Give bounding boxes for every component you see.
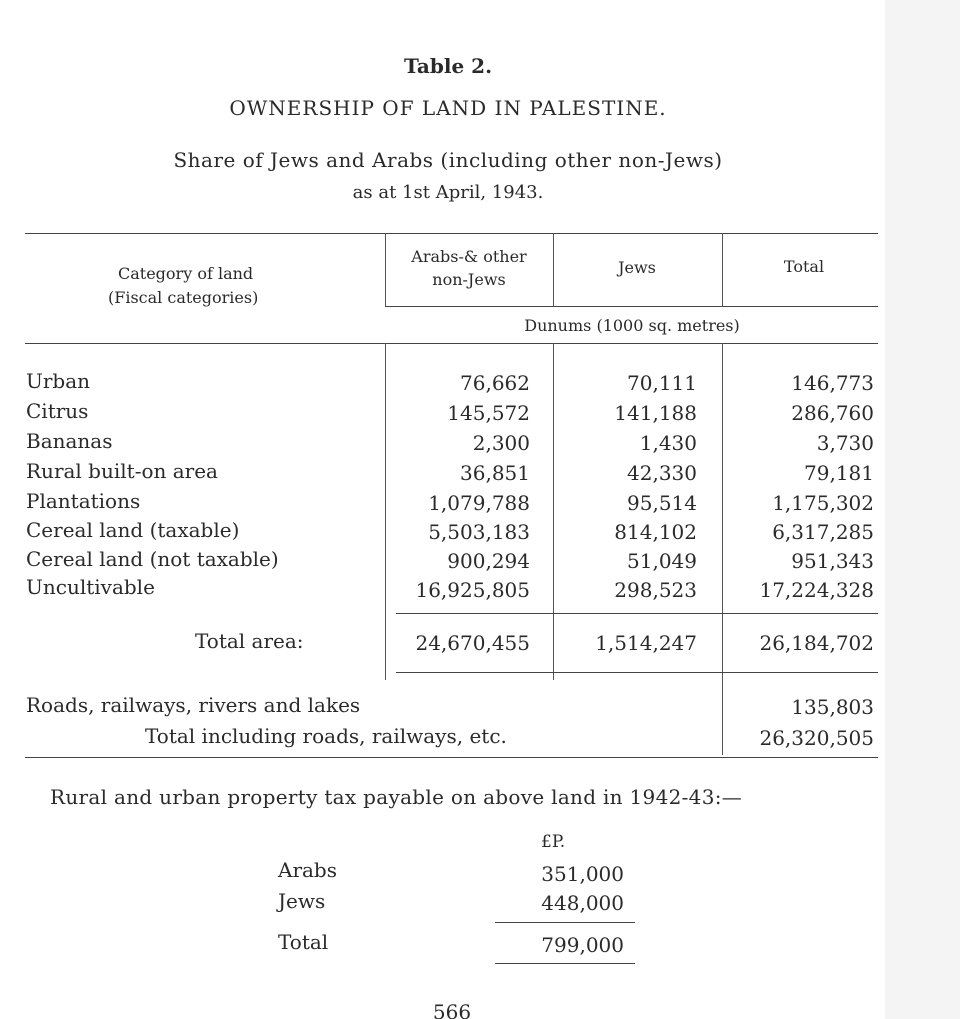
total-area-label: Total area: <box>195 629 304 653</box>
tax-currency: £P. <box>541 832 566 852</box>
table-top-rule <box>25 233 878 234</box>
tax-total-value: 799,000 <box>541 933 624 957</box>
cell-jews: 42,330 <box>627 461 697 485</box>
subtitle-line2: as at 1st April, 1943. <box>352 182 544 203</box>
row-label: Cereal land (not taxable) <box>26 547 279 571</box>
roads-total: 135,803 <box>791 695 874 719</box>
cell-total: 6,317,285 <box>772 520 874 544</box>
cell-total: 951,343 <box>791 549 874 573</box>
tax-total-label: Total <box>278 930 329 954</box>
cell-jews: 1,430 <box>639 431 697 455</box>
cell-jews: 70,111 <box>627 371 697 395</box>
header-total: Total <box>783 257 825 276</box>
tax-total-rule <box>495 963 635 964</box>
grand-total-label: Total including roads, railways, etc. <box>145 724 507 748</box>
subtitle-line1: Share of Jews and Arabs (including other… <box>173 148 723 172</box>
cell-arabs: 145,572 <box>447 401 530 425</box>
header-rule <box>385 306 878 307</box>
cell-arabs: 36,851 <box>460 461 530 485</box>
cell-jews: 51,049 <box>627 549 697 573</box>
roads-label: Roads, railways, rivers and lakes <box>26 693 361 717</box>
total-area-total: 26,184,702 <box>759 631 874 655</box>
grand-total-value: 26,320,505 <box>759 726 874 750</box>
cell-total: 17,224,328 <box>759 578 874 602</box>
table-bottom-rule <box>25 757 878 758</box>
header-arabs-line1: Arabs-& other <box>411 247 527 266</box>
total-area-arabs: 24,670,455 <box>415 631 530 655</box>
row-label: Plantations <box>26 489 141 513</box>
cell-total: 146,773 <box>791 371 874 395</box>
header-arabs-line2: non-Jews <box>432 270 506 289</box>
cell-jews: 298,523 <box>614 578 697 602</box>
col-divider <box>553 233 554 306</box>
subtotal-rule <box>396 672 878 673</box>
cell-total: 286,760 <box>791 401 874 425</box>
cell-total: 1,175,302 <box>772 491 874 515</box>
tax-label-jews: Jews <box>278 889 326 913</box>
header-category-line1: Category of land <box>118 264 254 283</box>
cell-arabs: 2,300 <box>472 431 530 455</box>
col-divider <box>385 343 386 680</box>
row-label: Bananas <box>26 429 113 453</box>
cell-arabs: 5,503,183 <box>428 520 530 544</box>
row-label: Cereal land (taxable) <box>26 518 240 542</box>
cell-jews: 814,102 <box>614 520 697 544</box>
header-category-line2: (Fiscal categories) <box>108 288 259 307</box>
tax-subtotal-rule <box>495 922 635 923</box>
cell-arabs: 1,079,788 <box>428 491 530 515</box>
col-divider <box>722 343 723 755</box>
header-unit: Dunums (1000 sq. metres) <box>524 316 740 335</box>
table-label: Table 2. <box>403 54 493 78</box>
cell-arabs: 76,662 <box>460 371 530 395</box>
row-label: Citrus <box>26 399 89 423</box>
col-divider <box>722 233 723 306</box>
scan-margin <box>885 0 960 1019</box>
header-jews: Jews <box>618 258 656 277</box>
cell-total: 3,730 <box>816 431 874 455</box>
row-label: Uncultivable <box>26 575 155 599</box>
header-bottom-rule <box>25 343 878 344</box>
cell-total: 79,181 <box>804 461 874 485</box>
tax-label-arabs: Arabs <box>278 858 337 882</box>
tax-intro: Rural and urban property tax payable on … <box>50 785 743 809</box>
cell-arabs: 900,294 <box>447 549 530 573</box>
cell-jews: 141,188 <box>614 401 697 425</box>
tax-value-arabs: 351,000 <box>541 862 624 886</box>
col-divider <box>553 343 554 680</box>
cell-jews: 95,514 <box>627 491 697 515</box>
page-number: 566 <box>432 1000 472 1019</box>
cell-arabs: 16,925,805 <box>415 578 530 602</box>
tax-value-jews: 448,000 <box>541 891 624 915</box>
col-divider <box>385 233 386 306</box>
subtotal-rule <box>396 613 878 614</box>
total-area-jews: 1,514,247 <box>595 631 697 655</box>
row-label: Rural built-on area <box>26 459 218 483</box>
table-title: OWNERSHIP OF LAND IN PALESTINE. <box>229 96 667 120</box>
row-label: Urban <box>26 369 91 393</box>
